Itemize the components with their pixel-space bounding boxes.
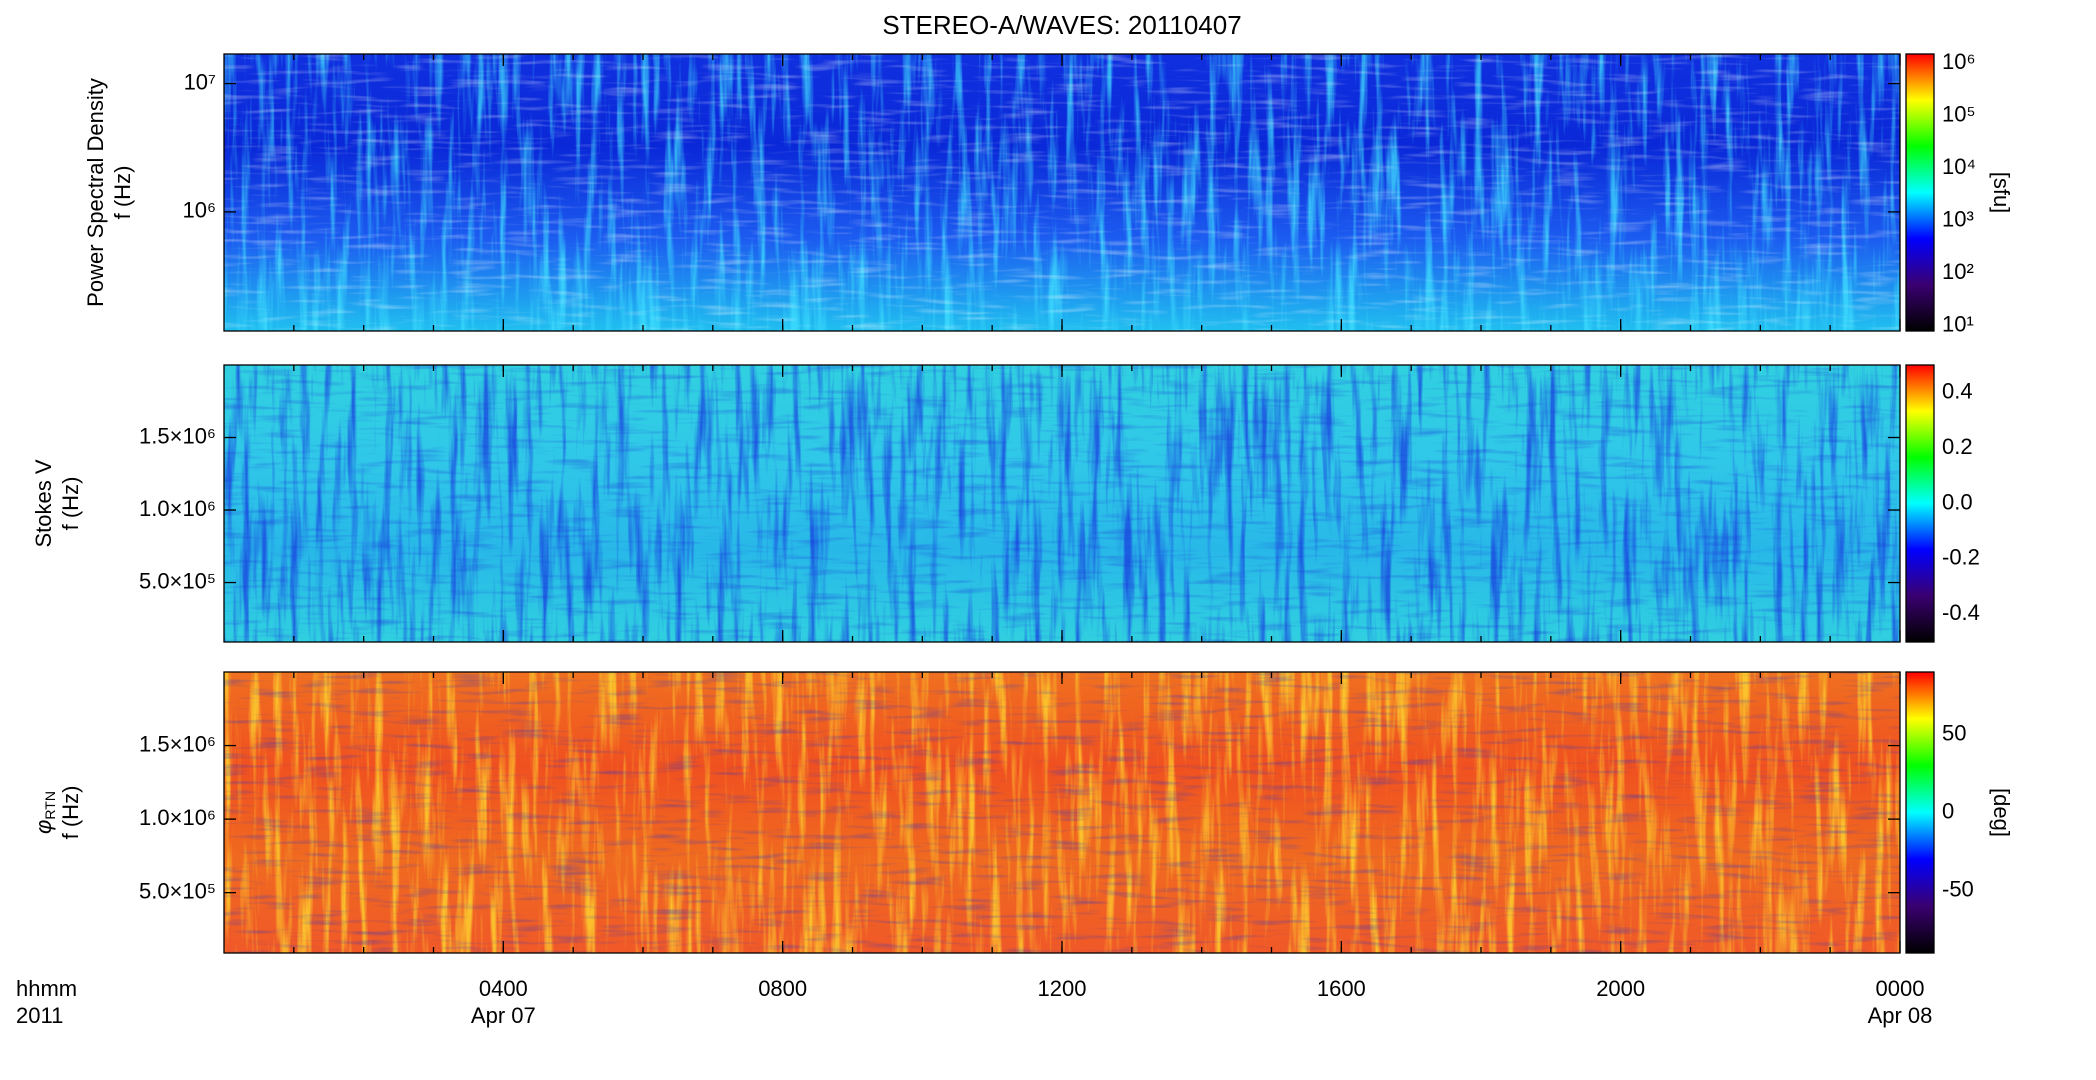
y-label-subscript: RTN — [42, 791, 58, 820]
colorbar-tick-label: 10² — [1942, 259, 1974, 284]
y-label: f (Hz) — [58, 477, 83, 531]
colorbar-tick-label: -0.2 — [1942, 545, 1980, 570]
x-date-label: Apr 08 — [1868, 1003, 1933, 1028]
y-tick-label: 10⁶ — [182, 198, 216, 223]
y-label: f (Hz) — [110, 166, 135, 220]
x-date-label: Apr 07 — [471, 1003, 536, 1028]
axis — [224, 672, 1934, 953]
spectrogram-streaks — [224, 672, 1900, 953]
colorbar-label: [deg] — [1989, 788, 2014, 837]
chart-title: STEREO-A/WAVES: 20110407 — [882, 10, 1241, 40]
x-tick-label: 0400 — [479, 976, 528, 1001]
y-tick-label: 1.0×10⁶ — [139, 805, 216, 830]
y-label: Power Spectral Density — [83, 78, 108, 307]
y-label: φRTN — [31, 791, 58, 834]
axis — [224, 365, 1934, 642]
colorbar-tick-label: -0.4 — [1942, 600, 1980, 625]
colorbar-tick-label: 10⁶ — [1942, 49, 1976, 74]
colorbar-tick-label: 10⁴ — [1942, 154, 1976, 179]
x-tick-label: 0000 — [1876, 976, 1925, 1001]
colorbar — [1905, 671, 1935, 954]
colorbar-tick-label: 10¹ — [1942, 312, 1974, 337]
y-label: Stokes V — [31, 459, 56, 547]
y-tick-label: 5.0×10⁵ — [139, 878, 216, 903]
spectrogram-streaks — [224, 365, 1900, 642]
x-corner-label: hhmm — [16, 976, 77, 1001]
colorbar-tick-label: 50 — [1942, 720, 1966, 745]
spectrogram-streaks — [224, 54, 1900, 331]
colorbar-label: [sfu] — [1989, 172, 2014, 214]
y-tick-label: 10⁷ — [184, 69, 216, 94]
colorbar-tick-label: 0.4 — [1942, 379, 1973, 404]
colorbar-tick-label: 0.0 — [1942, 489, 1973, 514]
x-tick-label: 0800 — [758, 976, 807, 1001]
colorbar-tick-label: 0.2 — [1942, 434, 1973, 459]
colorbar-tick-label: 10³ — [1942, 207, 1974, 232]
spectrogram-bands — [224, 365, 1900, 642]
spectrogram-bands — [224, 54, 1900, 331]
x-tick-label: 1600 — [1317, 976, 1366, 1001]
y-label: f (Hz) — [58, 786, 83, 840]
y-tick-label: 1.0×10⁶ — [139, 496, 216, 521]
y-tick-label: 1.5×10⁶ — [139, 731, 216, 756]
x-tick-label: 2000 — [1596, 976, 1645, 1001]
colorbar — [1905, 53, 1935, 332]
y-tick-label: 5.0×10⁵ — [139, 568, 216, 593]
x-corner-label: 2011 — [16, 1003, 63, 1028]
colorbar-tick-label: 0 — [1942, 798, 1954, 823]
spectrogram-bands — [224, 672, 1900, 953]
y-label-symbol: φ — [31, 820, 56, 834]
colorbar-tick-label: 10⁵ — [1942, 102, 1976, 127]
y-tick-label: 1.5×10⁶ — [139, 423, 216, 448]
x-tick-label: 1200 — [1038, 976, 1087, 1001]
colorbar — [1905, 364, 1935, 643]
colorbar-tick-label: -50 — [1942, 876, 1974, 901]
